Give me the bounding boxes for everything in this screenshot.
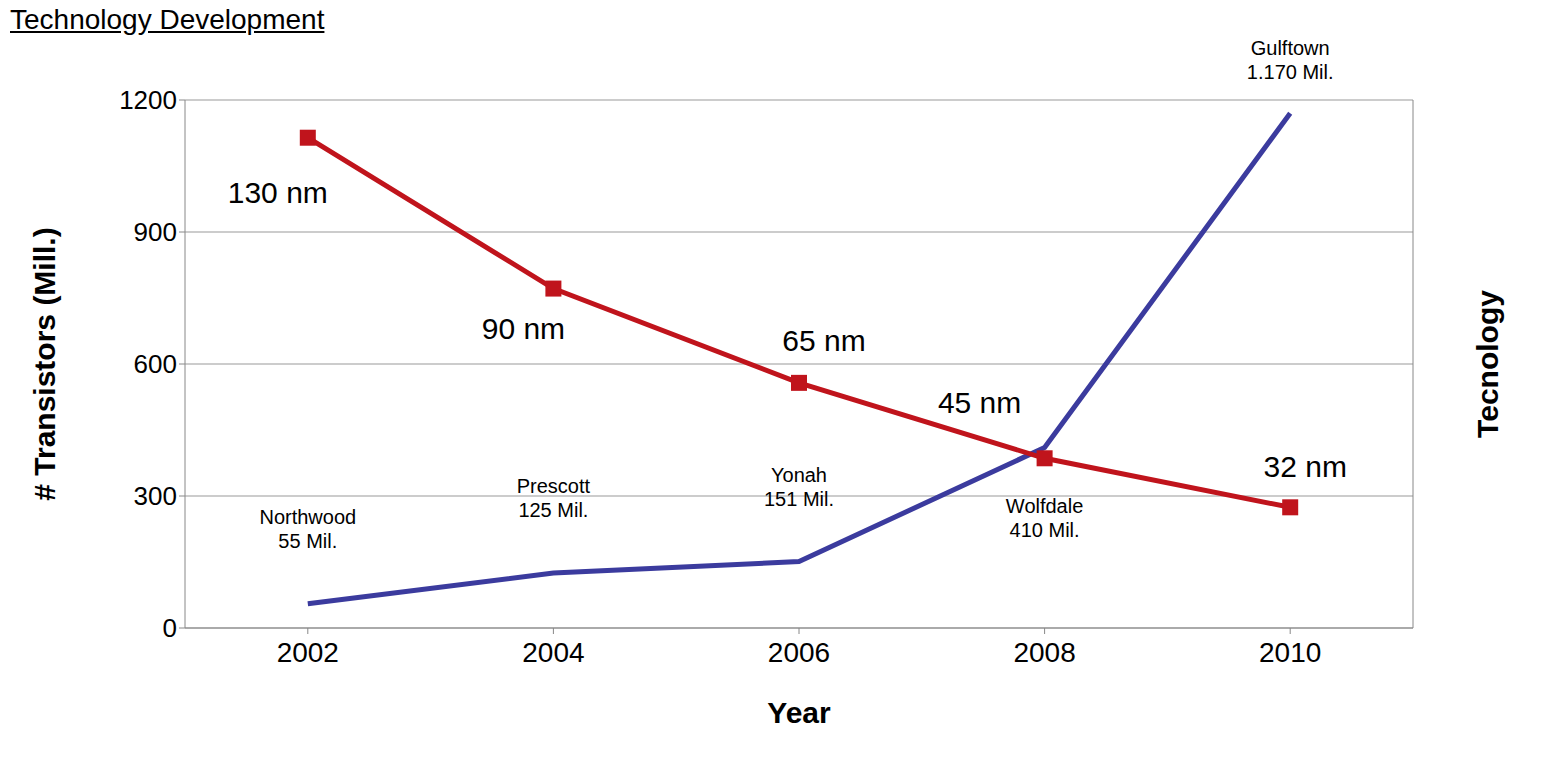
- html-text:Year: Year: [767, 696, 831, 729]
- svg-text:2010: 2010: [1259, 637, 1321, 668]
- svg-text:900: 900: [134, 217, 177, 247]
- svg-text:2004: 2004: [522, 637, 584, 668]
- svg-text:45 nm: 45 nm: [938, 386, 1021, 419]
- svg-text:Wolfdale: Wolfdale: [1006, 495, 1083, 517]
- html-text:Technology Development: Technology Development: [10, 4, 325, 35]
- svg-text:32 nm: 32 nm: [1264, 450, 1347, 483]
- svg-text:90 nm: 90 nm: [482, 312, 565, 345]
- svg-text:65 nm: 65 nm: [782, 324, 865, 357]
- svg-text:Northwood: Northwood: [259, 506, 356, 528]
- svg-text:151 Mil.: 151 Mil.: [764, 488, 834, 510]
- svg-text:Prescott: Prescott: [517, 475, 591, 497]
- svg-text:55 Mil.: 55 Mil.: [278, 530, 337, 552]
- html-text:Tecnology: Tecnology: [1471, 290, 1504, 438]
- svg-text:300: 300: [134, 481, 177, 511]
- svg-text:1.170 Mil.: 1.170 Mil.: [1247, 61, 1334, 83]
- svg-text:0: 0: [163, 613, 177, 643]
- svg-text:410 Mil.: 410 Mil.: [1010, 519, 1080, 541]
- svg-text:2006: 2006: [768, 637, 830, 668]
- svg-text:130 nm: 130 nm: [228, 176, 328, 209]
- svg-text:Yonah: Yonah: [771, 464, 827, 486]
- svg-text:2008: 2008: [1013, 637, 1075, 668]
- svg-text:125 Mil.: 125 Mil.: [518, 499, 588, 521]
- svg-text:2002: 2002: [277, 637, 339, 668]
- svg-text:1200: 1200: [119, 85, 177, 115]
- svg-text:600: 600: [134, 349, 177, 379]
- svg-text:Gulftown: Gulftown: [1251, 37, 1330, 59]
- html-text:# Transistors (Mill.): # Transistors (Mill.): [28, 227, 61, 501]
